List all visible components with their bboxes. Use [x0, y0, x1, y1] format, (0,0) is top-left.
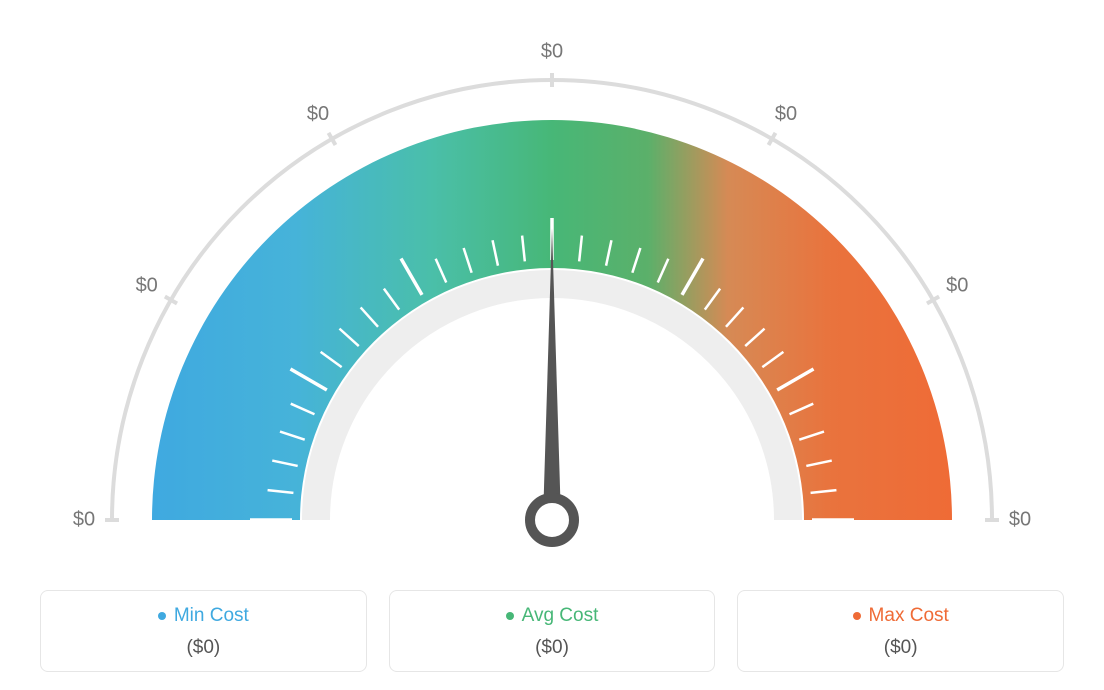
gauge-svg: $0 $0 $0 $0 $0 $0 $0: [22, 10, 1082, 570]
legend-label-min-text: Min Cost: [174, 605, 249, 627]
legend-label-max-text: Max Cost: [869, 605, 949, 627]
legend-dot-max: [853, 612, 861, 620]
legend-label-avg: Avg Cost: [506, 605, 599, 627]
gauge-wrap: $0 $0 $0 $0 $0 $0 $0: [22, 10, 1082, 570]
gauge-tick-label: $0: [1009, 508, 1031, 530]
legend-row: Min Cost ($0) Avg Cost ($0) Max Cost ($0…: [40, 590, 1064, 672]
gauge-tick-label: $0: [775, 103, 797, 125]
legend-dot-avg: [506, 612, 514, 620]
legend-card-max: Max Cost ($0): [737, 590, 1064, 672]
gauge-tick-label: $0: [73, 508, 95, 530]
legend-value-max: ($0): [748, 637, 1053, 659]
legend-card-avg: Avg Cost ($0): [389, 590, 716, 672]
legend-value-avg: ($0): [400, 637, 705, 659]
gauge-needle-hub: [530, 498, 574, 542]
legend-label-min: Min Cost: [158, 605, 249, 627]
legend-value-min: ($0): [51, 637, 356, 659]
gauge-chart-container: $0 $0 $0 $0 $0 $0 $0 Min Cost ($0) Avg Cost ($…: [0, 0, 1104, 690]
legend-label-avg-text: Avg Cost: [522, 605, 599, 627]
legend-card-min: Min Cost ($0): [40, 590, 367, 672]
gauge-tick-label: $0: [946, 274, 968, 296]
legend-dot-min: [158, 612, 166, 620]
gauge-tick-label: $0: [541, 40, 563, 62]
gauge-tick-label: $0: [307, 103, 329, 125]
gauge-tick-label: $0: [136, 274, 158, 296]
legend-label-max: Max Cost: [853, 605, 949, 627]
